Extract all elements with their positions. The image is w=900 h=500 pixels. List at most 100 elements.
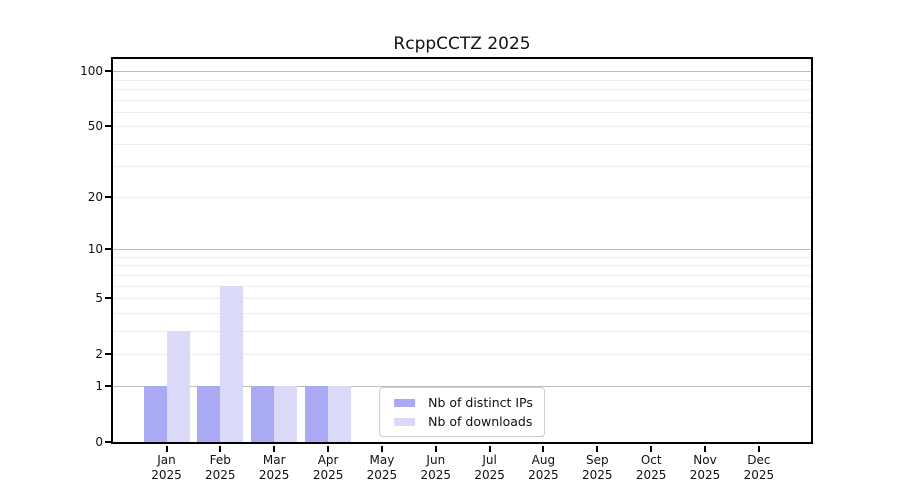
bar-nb-of-distinct-ips-apr (305, 386, 329, 442)
bar-nb-of-downloads-mar (274, 386, 298, 442)
y-axis-tick (105, 196, 111, 199)
x-axis-tick (327, 446, 330, 452)
legend-entry-nb-of-downloads: Nb of downloads (394, 414, 533, 429)
x-tick-year: 2025 (420, 467, 452, 482)
x-tick-month: Aug (531, 453, 556, 467)
gridline-minor (113, 257, 811, 258)
gridline-minor (113, 143, 811, 145)
x-axis-tick-label: Feb 2025 (188, 453, 252, 482)
y-axis-tick (105, 297, 111, 299)
x-tick-year: 2025 (743, 467, 775, 482)
gridline-minor (113, 298, 811, 299)
x-tick-year: 2025 (528, 467, 559, 482)
y-axis-tick (105, 70, 111, 73)
x-tick-month: Jan (157, 453, 176, 467)
x-tick-year: 2025 (151, 467, 182, 482)
y-axis-tick-label: 2 (95, 346, 103, 361)
bar-nb-of-downloads-apr (328, 386, 352, 442)
x-tick-month: Oct (640, 453, 662, 467)
x-axis-tick-label: Jun 2025 (404, 453, 468, 482)
x-tick-month: Mar (262, 453, 286, 467)
plot-area: 100 50 20 10 5 2 1 0 Jan 2025 Feb 2025 Mar 2025 Apr 202… (80, 59, 811, 482)
x-axis-tick-label: Apr 2025 (296, 453, 360, 482)
legend-swatch-icon (394, 398, 416, 407)
gridline-major (113, 386, 811, 388)
x-axis-tick (434, 446, 437, 452)
x-tick-year: 2025 (474, 467, 505, 482)
y-axis-tick (105, 441, 111, 443)
y-axis-tick-label: 20 (87, 190, 103, 205)
y-axis-tick-label: 1 (95, 379, 103, 394)
gridline-minor (113, 79, 811, 81)
gridline-minor (113, 126, 811, 128)
x-tick-month: Jul (482, 453, 497, 467)
legend: Nb of distinct IPs Nb of downloads (379, 387, 545, 437)
y-axis-tick (105, 385, 111, 388)
x-axis-tick (380, 446, 383, 452)
gridline-major (113, 249, 811, 251)
x-axis-tick-label: Sep 2025 (565, 453, 629, 482)
y-axis-tick-label: 0 (95, 435, 103, 449)
x-tick-year: 2025 (258, 467, 290, 482)
x-axis-tick-label: Dec 2025 (727, 453, 791, 482)
y-axis-tick (105, 248, 111, 251)
x-tick-year: 2025 (582, 467, 613, 482)
legend-label: Nb of distinct IPs (428, 395, 533, 410)
y-axis-tick-label: 100 (80, 64, 103, 79)
gridline-minor (113, 99, 811, 101)
x-tick-month: Sep (585, 453, 609, 467)
gridline-minor (113, 111, 811, 113)
x-axis-tick (273, 446, 276, 452)
bar-nb-of-distinct-ips-jan (143, 386, 167, 442)
x-axis-tick (165, 446, 168, 452)
y-axis-tick-label: 10 (87, 242, 103, 257)
x-axis-tick (650, 446, 653, 452)
x-tick-year: 2025 (635, 467, 667, 482)
bar-nb-of-downloads-jan (166, 330, 190, 442)
x-axis-tick (219, 446, 222, 452)
x-tick-month: May (369, 453, 395, 467)
legend-entry-nb-of-distinct-ips: Nb of distinct IPs (394, 395, 533, 410)
y-axis-tick-label: 50 (87, 119, 103, 134)
x-tick-year: 2025 (205, 467, 236, 482)
x-tick-month: Jun (426, 453, 446, 467)
legend-swatch-icon (394, 417, 416, 426)
x-axis-tick-label: Jan 2025 (135, 453, 199, 482)
x-tick-month: Dec (747, 453, 771, 467)
x-axis-tick-label: Oct 2025 (619, 453, 683, 482)
x-tick-month: Apr (317, 453, 339, 467)
gridline-minor (113, 166, 811, 168)
x-axis-tick (542, 446, 545, 452)
bar-nb-of-downloads-feb (220, 285, 244, 442)
x-tick-month: Nov (693, 453, 717, 467)
legend-label: Nb of downloads (428, 414, 533, 429)
gridline-minor (113, 353, 811, 355)
x-axis-tick (704, 446, 706, 452)
y-axis-tick (105, 125, 111, 128)
y-axis-tick (105, 352, 111, 355)
bar-nb-of-distinct-ips-mar (251, 386, 275, 442)
x-tick-year: 2025 (366, 467, 398, 482)
gridline-minor (113, 197, 811, 199)
x-tick-month: Feb (209, 453, 231, 467)
x-axis-tick-label: Mar 2025 (242, 453, 306, 482)
bar-nb-of-distinct-ips-feb (197, 386, 221, 442)
gridline-minor (113, 265, 811, 267)
x-axis-tick-label: Nov 2025 (673, 453, 737, 482)
gridline-minor (113, 274, 811, 276)
chart-title: RcppCCTZ 2025 (393, 34, 531, 54)
x-tick-year: 2025 (689, 467, 721, 482)
x-axis-tick-label: May 2025 (350, 453, 414, 482)
x-axis-tick-label: Aug 2025 (511, 453, 575, 482)
gridline-minor (113, 330, 811, 332)
x-axis-tick (488, 446, 491, 452)
gridline-minor (113, 285, 811, 287)
gridline-minor (113, 312, 811, 314)
x-tick-year: 2025 (312, 467, 344, 482)
x-axis-tick (596, 446, 599, 452)
x-axis-tick-label: Jul 2025 (458, 453, 522, 482)
gridline-major (113, 71, 811, 73)
y-axis-tick-label: 5 (95, 291, 103, 305)
gridline-minor (113, 88, 811, 90)
